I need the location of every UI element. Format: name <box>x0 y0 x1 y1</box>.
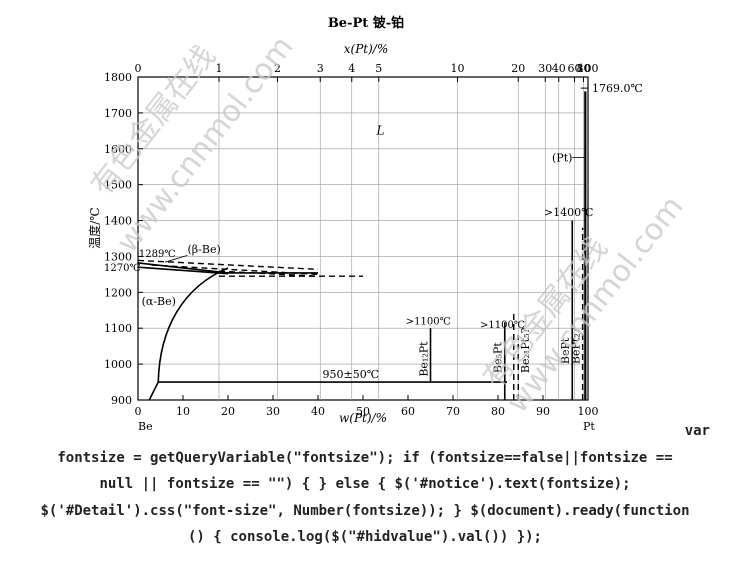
label-liquid: L <box>376 123 385 137</box>
x-bottom-tick-label: 30 <box>266 405 280 418</box>
label-alpha-be: (α-Be) <box>142 295 176 308</box>
x-top-tick-label: 2 <box>274 62 281 75</box>
phase-diagram-svg: Be-Pt 铍-铂 x(Pt)/% w(Pt)/% 温度/℃ Be Pt 900… <box>87 15 643 433</box>
y-tick-label: 1400 <box>104 215 132 228</box>
y-tick-label: 1200 <box>104 286 132 299</box>
label-be21pt5: Be₂₁Pt₅? <box>519 327 532 373</box>
beta-be-boundary-mid <box>151 264 319 276</box>
liquidus-dashed-lower <box>218 270 319 277</box>
code-line-2: fontsize = getQueryVariable("fontsize");… <box>57 449 673 466</box>
top-axis-label: x(Pt)/% <box>344 42 388 56</box>
label-beta-be: (β-Be) <box>188 243 221 256</box>
x-top-tick-label: 20 <box>511 62 525 75</box>
code-line-1: var <box>684 423 710 439</box>
label-eutectoid: 950±50℃ <box>323 368 380 381</box>
x-bottom-tick-label: 50 <box>356 405 370 418</box>
y-axis-label: 温度/℃ <box>87 207 102 248</box>
code-line-5: () { console.log($("#hidvalue").val()) }… <box>187 529 542 545</box>
label-bept: BePt <box>559 337 572 364</box>
right-element-label: Pt <box>583 420 595 430</box>
beta-be-boundary-upper <box>137 259 319 271</box>
x-top-tick-label: 5 <box>375 62 382 75</box>
beta-be-leader <box>164 254 188 263</box>
x-top-tick-label: 40 <box>552 62 566 75</box>
y-tick-label: 1500 <box>104 179 132 192</box>
x-bottom-tick-label: 40 <box>311 405 325 418</box>
label-be-transition: 1289℃ <box>139 249 176 260</box>
x-top-tick-label: 60 <box>568 62 582 75</box>
x-bottom-tick-label: 10 <box>176 405 190 418</box>
figure-title: Be-Pt 铍-铂 <box>328 15 404 31</box>
label-pt-melt: 1769.0℃ <box>592 82 643 95</box>
x-bottom-tick-label: 70 <box>446 405 460 418</box>
y-tick-label: 1300 <box>104 250 132 263</box>
phase-boundaries <box>137 87 588 401</box>
label-be5pt: Be₅Pt <box>492 342 505 373</box>
x-bottom-tick-label: 20 <box>221 405 235 418</box>
bottom-axis-label: w(Pt)/% <box>339 411 387 425</box>
x-bottom-tick-label: 60 <box>401 405 415 418</box>
y-tick-label: 1100 <box>104 322 132 335</box>
x-top-tick-label: 0 <box>135 62 142 75</box>
x-top-tick-label: 100 <box>578 62 599 75</box>
label-be12pt-limit: >1100℃ <box>406 317 451 328</box>
grid <box>138 77 588 400</box>
y-tick-label: 1600 <box>104 143 132 156</box>
code-text: var fontsize = getQueryVariable("fontsiz… <box>8 418 722 551</box>
x-top-tick-label: 3 <box>317 62 324 75</box>
label-bept2: BePt₂? <box>570 327 583 364</box>
label-be12pt: Be₁₂Pt <box>418 341 431 377</box>
label-pt-phase: (Pt) <box>552 151 572 164</box>
label-be-solid: 1270℃ <box>104 263 141 274</box>
y-tick-label: 1800 <box>104 71 132 84</box>
label-bept-limit: >1400℃ <box>544 206 594 219</box>
x-top-tick-label: 30 <box>538 62 552 75</box>
y-tick-label: 1700 <box>104 107 132 120</box>
alpha-be-solvus <box>148 267 229 401</box>
x-bottom-tick-label: 0 <box>135 405 142 418</box>
x-top-tick-label: 10 <box>451 62 465 75</box>
left-element-label: Be <box>138 420 153 430</box>
be-solidus-1 <box>137 266 229 275</box>
code-line-4: $('#Detail').css("font-size", Number(fon… <box>40 502 690 519</box>
axis-ticks: 9001000110012001300140015001600170018000… <box>104 62 599 418</box>
x-top-tick-label: 1 <box>216 62 223 75</box>
y-tick-label: 900 <box>111 394 132 407</box>
phase-diagram-figure: Be-Pt 铍-铂 x(Pt)/% w(Pt)/% 温度/℃ Be Pt 900… <box>87 15 643 433</box>
x-bottom-tick-label: 90 <box>536 405 550 418</box>
code-line-3: null || fontsize == "") { } else { $('#n… <box>99 476 631 492</box>
x-bottom-tick-label: 80 <box>491 405 505 418</box>
label-be5pt-limit: >1100℃ <box>480 320 525 331</box>
x-top-tick-label: 80 <box>577 62 591 75</box>
x-top-tick-label: 4 <box>348 62 355 75</box>
annotations: L 1769.0℃ (Pt) >1400℃ 1289℃ (β-Be) 1270℃ (α-Be)… <box>104 82 643 381</box>
x-bottom-tick-label: 100 <box>578 405 599 418</box>
y-tick-label: 1000 <box>104 358 132 371</box>
